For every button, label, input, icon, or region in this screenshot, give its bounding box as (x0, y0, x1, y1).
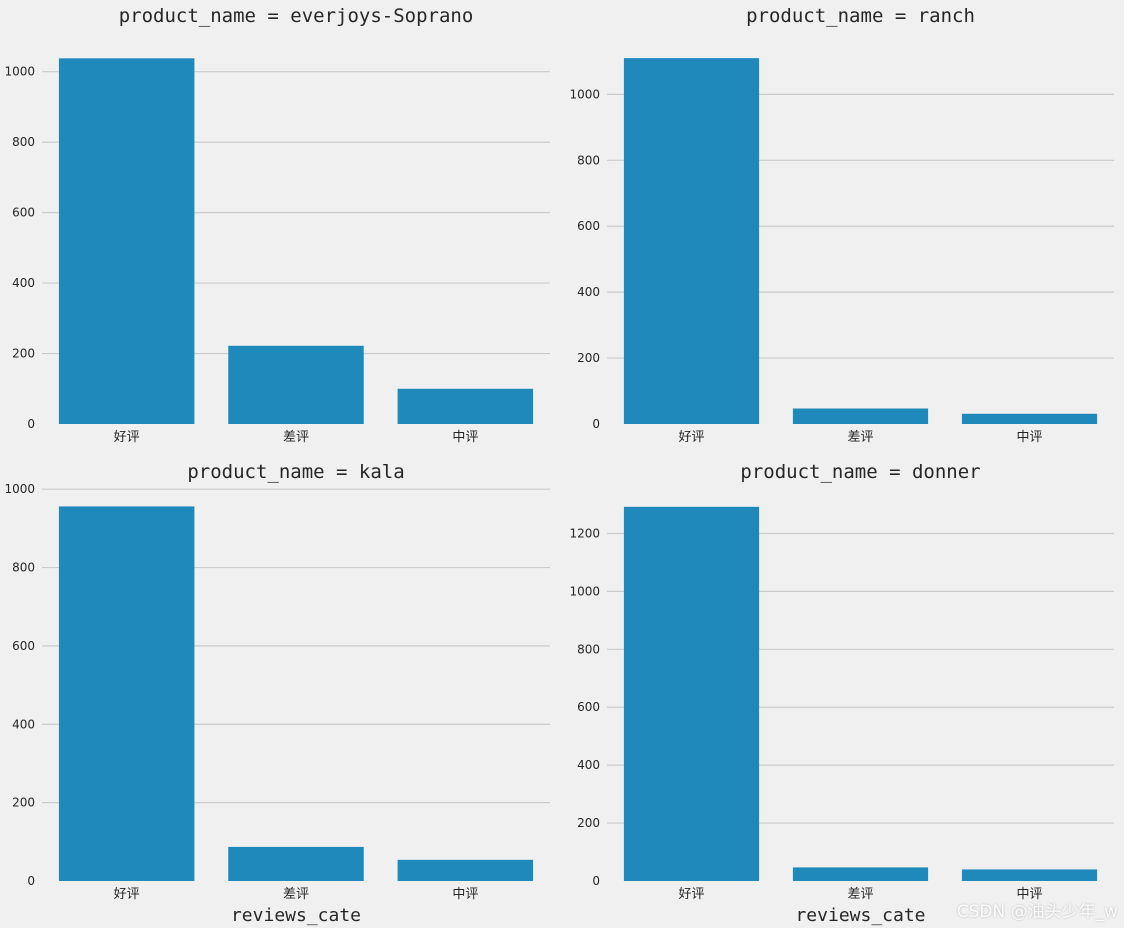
y-tick-label: 200 (577, 816, 600, 830)
y-tick-label: 800 (577, 153, 600, 167)
y-tick-label: 1000 (569, 87, 600, 101)
y-tick-label: 200 (12, 796, 35, 810)
y-tick-label: 800 (12, 135, 35, 149)
x-tick-label: 差评 (283, 887, 309, 902)
x-tick-label: 差评 (847, 887, 873, 902)
x-axis-label: reviews_cate (795, 905, 925, 926)
bar (623, 58, 760, 424)
x-tick-label: 好评 (678, 430, 704, 445)
y-tick-label: 0 (592, 874, 600, 888)
x-tick-label: 中评 (452, 887, 478, 902)
y-tick-label: 1200 (569, 526, 600, 540)
watermark: CSDN @油头少年_w (956, 902, 1118, 922)
bar (397, 859, 534, 881)
x-tick-label: 中评 (452, 430, 478, 445)
bar (792, 867, 929, 881)
y-tick-label: 200 (577, 351, 600, 365)
y-tick-label: 0 (27, 874, 35, 888)
y-tick-label: 400 (577, 285, 600, 299)
y-tick-label: 800 (12, 561, 35, 575)
x-tick-label: 好评 (114, 887, 140, 902)
facet-panel: product_name = everjoys-Soprano 0 200 400 60… (4, 5, 550, 445)
bar (397, 388, 534, 424)
y-tick-label: 400 (12, 276, 35, 290)
x-tick-label: 中评 (1016, 887, 1042, 902)
bar (58, 506, 195, 881)
bar (792, 408, 929, 424)
y-tick-label: 600 (577, 219, 600, 233)
y-tick-label: 600 (12, 206, 35, 220)
x-tick-label: 差评 (283, 430, 309, 445)
x-tick-label: 好评 (678, 887, 704, 902)
bar (228, 846, 364, 881)
x-tick-label: 差评 (847, 430, 873, 445)
x-tick-label: 中评 (1016, 430, 1042, 445)
panel-title: product_name = kala (187, 461, 404, 483)
bar (623, 506, 760, 881)
x-tick-label: 好评 (114, 430, 140, 445)
bar (961, 413, 1098, 424)
bar (58, 58, 195, 424)
y-tick-label: 0 (592, 417, 600, 431)
facet-panel: product_name = ranch 0 200 400 600 800 1000 好评 差… (569, 5, 1114, 445)
y-tick-label: 400 (12, 717, 35, 731)
panel-title: product_name = everjoys-Soprano (119, 5, 474, 27)
x-axis-label: reviews_cate (231, 905, 361, 926)
y-tick-label: 800 (577, 642, 600, 656)
y-tick-label: 400 (577, 758, 600, 772)
y-tick-label: 1000 (4, 65, 35, 79)
y-tick-label: 600 (577, 700, 600, 714)
y-tick-label: 200 (12, 347, 35, 361)
panel-title: product_name = donner (740, 461, 980, 483)
y-tick-label: 0 (27, 417, 35, 431)
facet-panel: product_name = kala 0 200 400 600 800 1000 好评 差评… (4, 461, 550, 926)
y-tick-label: 1000 (569, 584, 600, 598)
y-tick-label: 600 (12, 639, 35, 653)
facet-panel: product_name = donner 0 200 400 600 800 1000 12… (569, 461, 1114, 926)
y-tick-label: 1000 (4, 482, 35, 496)
bar (228, 345, 364, 424)
bar (961, 869, 1098, 881)
panel-title: product_name = ranch (746, 5, 975, 27)
